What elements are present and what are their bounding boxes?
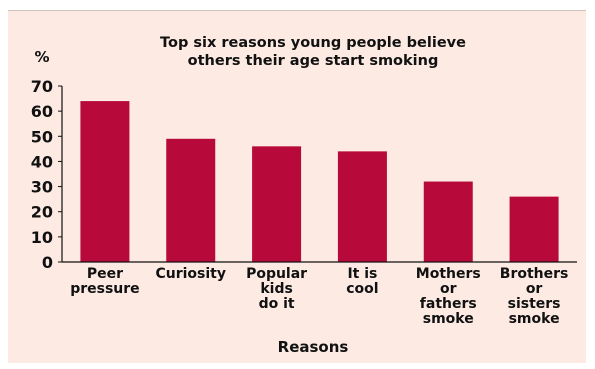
bar xyxy=(423,181,473,262)
bar xyxy=(166,138,216,262)
y-tick-label: 50 xyxy=(31,127,53,146)
axes xyxy=(61,86,577,263)
y-tick-label: 70 xyxy=(31,77,53,96)
x-tick-label: Popular kids do it xyxy=(246,266,307,312)
y-tick-label: 60 xyxy=(31,102,53,121)
y-tick-label: 30 xyxy=(31,178,53,197)
x-axis-ticks: Peer pressure Curiosity Popular kids do it It … xyxy=(70,266,568,327)
bars xyxy=(80,101,559,262)
y-tick-label: 0 xyxy=(42,253,53,272)
y-tick-label: 40 xyxy=(31,152,53,171)
y-tick-label: 10 xyxy=(31,228,53,247)
chart-title: Top six reasons young people believe othe… xyxy=(160,35,466,69)
y-axis-label: % xyxy=(34,48,49,66)
bar xyxy=(80,101,130,262)
x-tick-label: Brothers or sisters smoke xyxy=(500,266,569,327)
bar xyxy=(252,146,302,262)
y-tick-label: 20 xyxy=(31,203,53,222)
bar xyxy=(509,196,559,262)
chart-title-line: Top six reasons young people believe xyxy=(160,35,466,51)
y-axis-ticks: 0 10 20 30 40 50 60 70 xyxy=(31,77,62,272)
x-tick-label: Curiosity xyxy=(155,266,226,282)
bar xyxy=(337,151,387,262)
x-tick-label: Mothers or fathers smoke xyxy=(416,266,481,327)
x-tick-label: Peer pressure xyxy=(70,266,139,297)
chart-title-line: others their age start smoking xyxy=(188,53,439,69)
x-tick-label: It is cool xyxy=(346,266,378,297)
x-axis-label: Reasons xyxy=(278,338,349,356)
